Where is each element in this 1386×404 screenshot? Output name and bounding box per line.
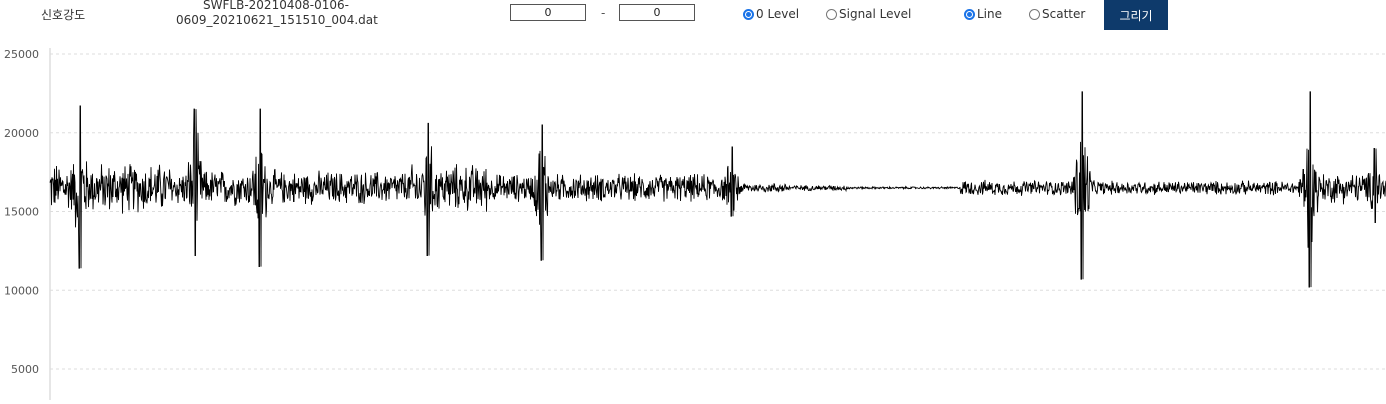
file-name-line2: 0609_20210621_151510_004.dat (176, 13, 378, 27)
radio-line[interactable]: Line (964, 7, 1002, 21)
radio-zero-level-icon[interactable] (743, 8, 754, 20)
radio-scatter-icon[interactable] (1029, 8, 1040, 20)
radio-line-icon[interactable] (964, 8, 975, 20)
range-to-input[interactable] (619, 4, 695, 21)
range-separator: - (601, 6, 606, 20)
radio-zero-level[interactable]: 0 Level (743, 7, 799, 21)
radio-scatter[interactable]: Scatter (1029, 7, 1085, 21)
radio-signal-level-label: Signal Level (839, 7, 912, 21)
radio-signal-level[interactable]: Signal Level (826, 7, 911, 21)
toolbar: 신호강도 SWFLB-20210408-0106- 0609_20210621_… (0, 0, 1386, 32)
y-tick-label: 10000 (4, 284, 39, 297)
file-name-line1: SWFLB-20210408-0106- (203, 0, 349, 12)
draw-button[interactable]: 그리기 (1104, 0, 1168, 30)
signal-chart-svg: 5000 10000 15000 20000 25000 (4, 48, 1386, 400)
radio-line-label: Line (977, 7, 1003, 21)
signal-series-line (49, 91, 1386, 288)
signal-strength-label: 신호강도 (41, 8, 86, 22)
radio-signal-level-icon[interactable] (826, 8, 837, 20)
y-tick-label: 20000 (4, 127, 39, 140)
range-from-input[interactable] (510, 4, 586, 21)
y-tick-label: 15000 (4, 206, 39, 219)
radio-scatter-label: Scatter (1042, 7, 1086, 21)
radio-zero-level-label: 0 Level (756, 7, 800, 21)
file-name: SWFLB-20210408-0106- 0609_20210621_15151… (176, 0, 378, 28)
y-tick-label: 5000 (11, 363, 39, 376)
y-tick-label: 25000 (4, 48, 39, 61)
signal-chart: 5000 10000 15000 20000 25000 (0, 40, 1386, 400)
